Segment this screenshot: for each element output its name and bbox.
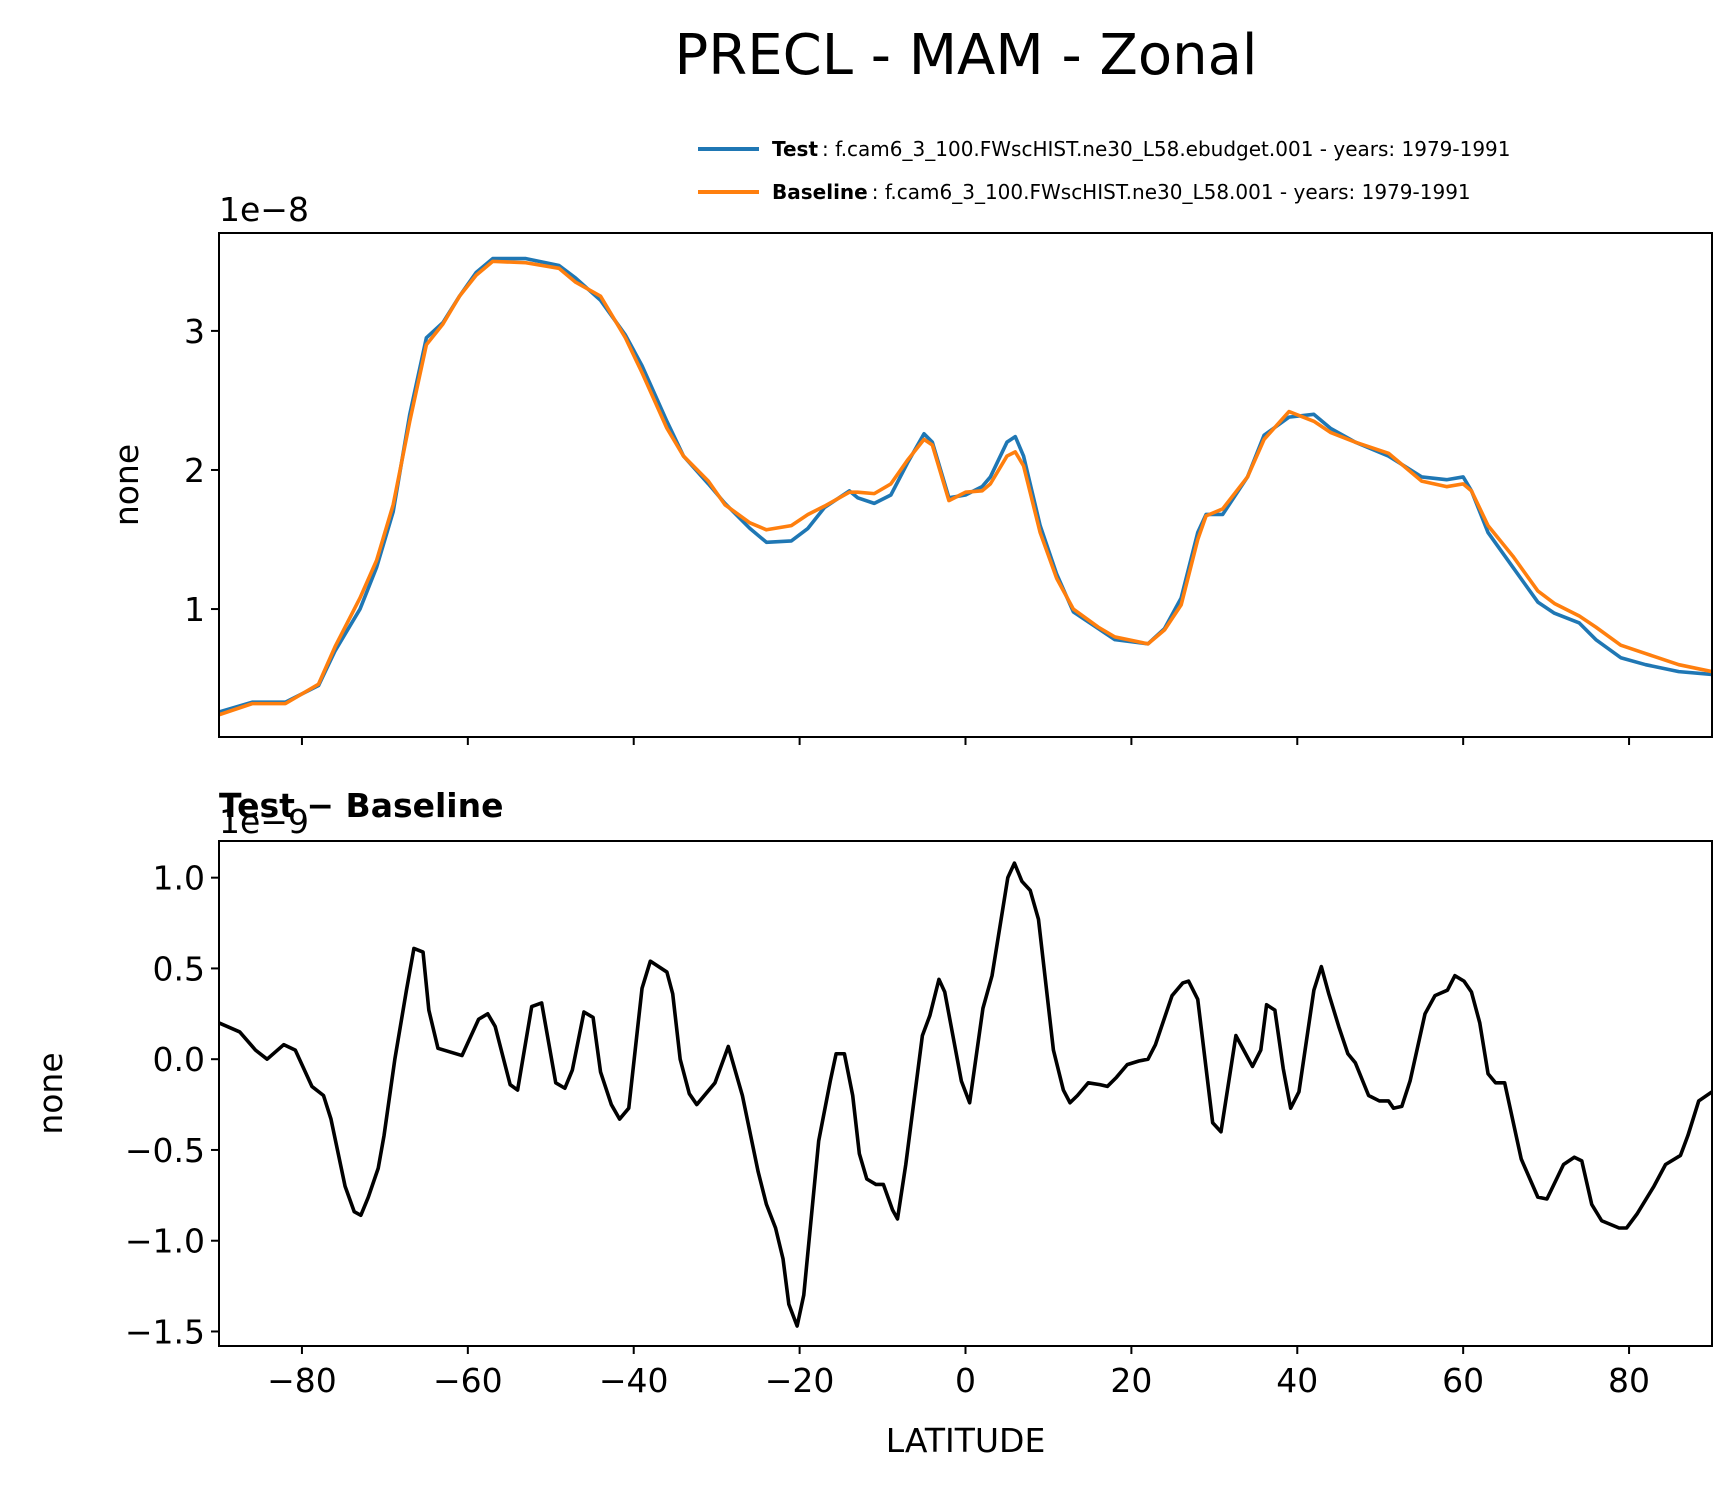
y-tick-label: 1.0 [153,859,205,898]
y-tick-label: −1.0 [125,1222,205,1261]
x-axis-label: LATITUDE [886,1421,1046,1460]
y-tick-label: 0.5 [153,949,205,988]
x-tick-label: 0 [955,1361,976,1400]
x-tick-label: −80 [267,1361,337,1400]
figure-title: PRECL - MAM - Zonal [675,23,1258,88]
y-tick-label: −0.5 [125,1131,205,1170]
y-axis-label: none [107,444,146,526]
y-tick-label: 2 [184,451,205,490]
x-tick-label: 20 [1110,1361,1152,1400]
legend-name: Baseline [772,180,868,204]
y-tick-label: 0.0 [153,1040,205,1079]
data-line [219,259,1712,717]
y-tick-label: 1 [184,590,205,629]
x-tick-label: 40 [1276,1361,1318,1400]
y-tick-label: −1.5 [125,1312,205,1351]
x-tick-label: 80 [1608,1361,1650,1400]
x-tick-label: −60 [433,1361,503,1400]
legend-description: : f.cam6_3_100.FWscHIST.ne30_L58.001 - y… [872,180,1471,204]
legend-description: : f.cam6_3_100.FWscHIST.ne30_L58.ebudget… [822,137,1511,161]
legend-name: Test [772,137,818,161]
y-tick-label: 3 [184,312,205,351]
legend-entry: Baseline: f.cam6_3_100.FWscHIST.ne30_L58… [772,180,1471,204]
x-tick-label: 60 [1442,1361,1484,1400]
data-line [219,861,1712,1328]
y-axis-label: none [31,1052,70,1134]
axis-offset-text: 1e−8 [219,190,309,229]
x-tick-label: −40 [599,1361,669,1400]
axis-offset-text: 1e−9 [219,802,309,841]
x-tick-label: −20 [765,1361,835,1400]
data-line [219,256,1712,714]
legend-entry: Test: f.cam6_3_100.FWscHIST.ne30_L58.ebu… [772,137,1511,161]
axes-title: Test − Baseline [219,786,504,825]
